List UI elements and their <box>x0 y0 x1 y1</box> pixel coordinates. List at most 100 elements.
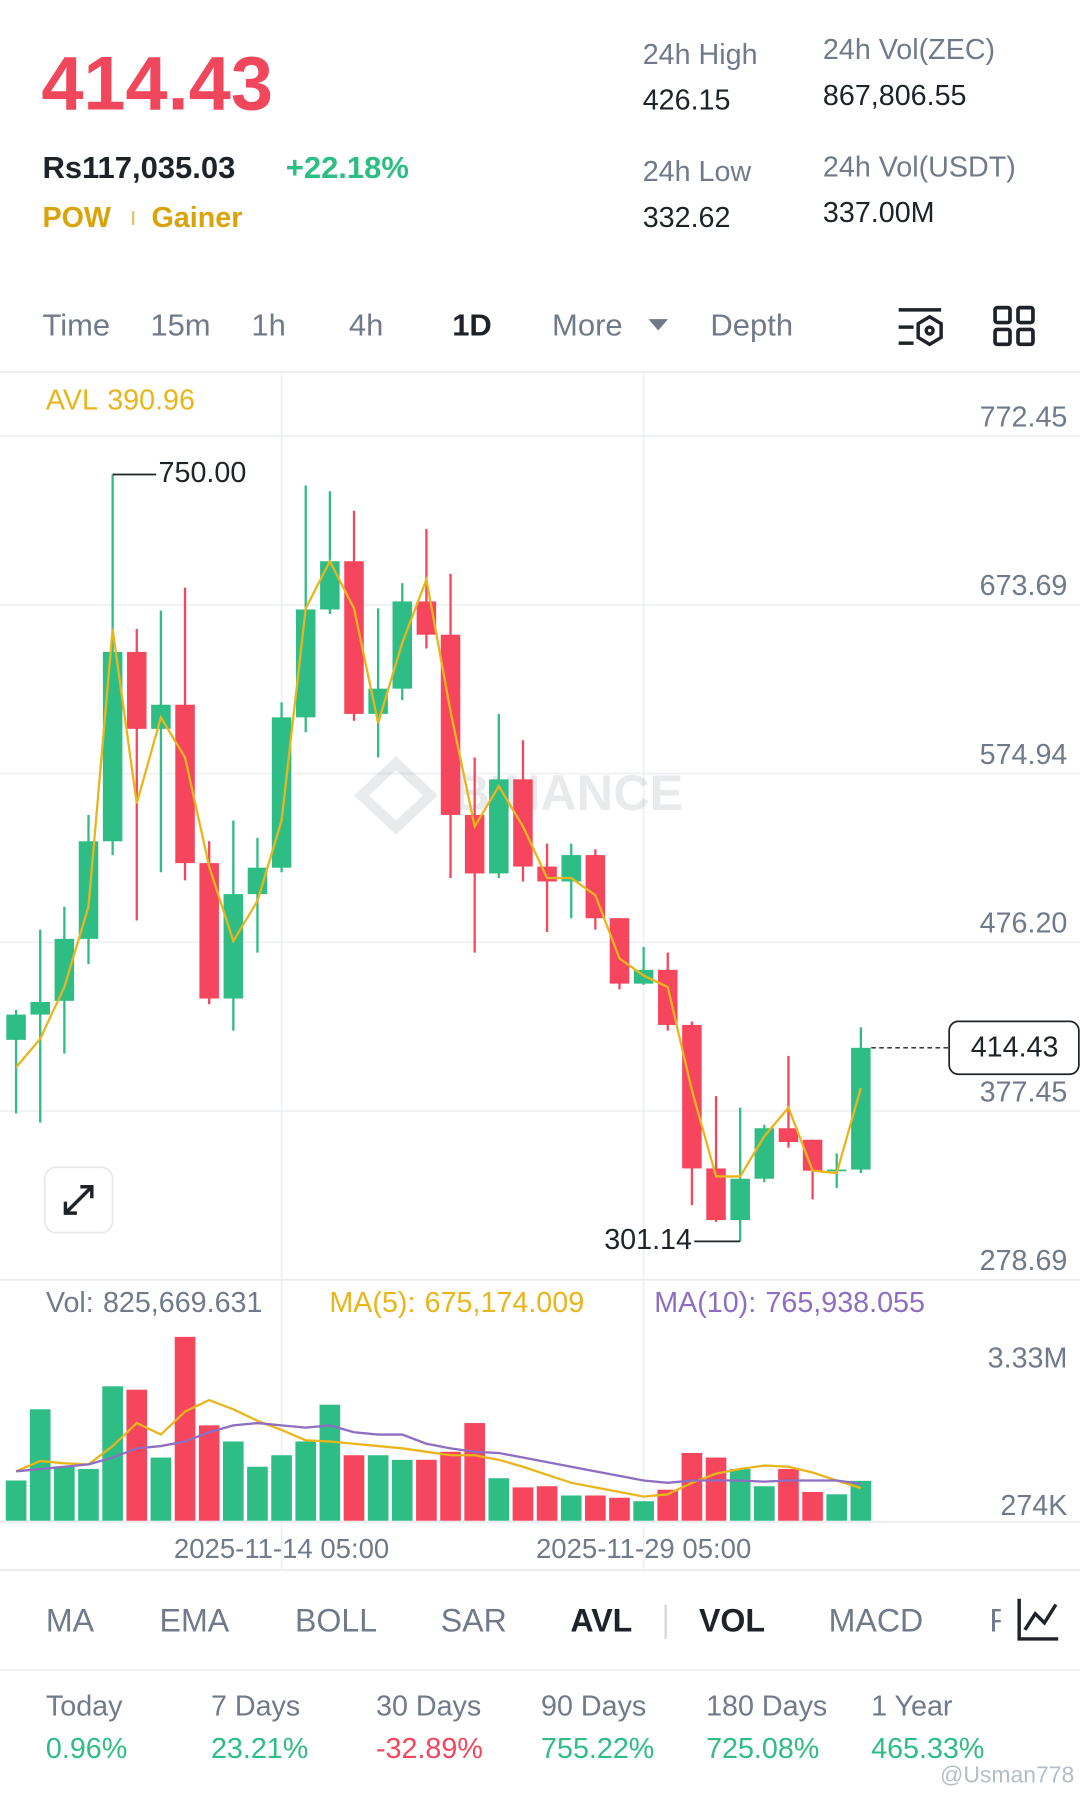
indicator-settings-icon[interactable] <box>1017 1598 1059 1641</box>
y-tick-label: 278.69 <box>980 1245 1068 1277</box>
interval-tab[interactable]: Depth <box>710 307 793 342</box>
interval-tab[interactable]: 4h <box>349 307 383 342</box>
indicator-line <box>15 558 862 1178</box>
indicator-tabs: MAEMABOLLSARAVLVOLMACDR <box>46 1602 1013 1638</box>
readout-value: 675,174.009 <box>425 1286 585 1318</box>
candle-body <box>6 1014 26 1040</box>
y-tick-label: 274K <box>1000 1490 1067 1522</box>
candle-body <box>730 1178 750 1221</box>
volume-bar <box>102 1386 123 1521</box>
candle-body <box>271 717 292 868</box>
volume-bar <box>150 1457 172 1521</box>
volume-bar <box>729 1469 751 1521</box>
volume-bar <box>826 1494 848 1521</box>
performance-label: 7 Days <box>211 1690 300 1722</box>
interval-tabs: Time 15m 1h 4h 1D More Depth <box>42 307 793 342</box>
stat-label: 24h Low <box>643 156 752 188</box>
performance-value: 465.33% <box>871 1733 984 1765</box>
indicator-tab[interactable]: SAR <box>441 1602 507 1638</box>
stat-value: 867,806.55 <box>823 80 967 112</box>
expand-button[interactable] <box>43 1166 114 1234</box>
indicator-tab[interactable]: BOLL <box>295 1602 377 1638</box>
volume-bar <box>536 1486 558 1521</box>
volume-readout: MA(5): 675,174.009 <box>329 1286 584 1318</box>
readout-name: Vol: <box>46 1286 94 1318</box>
indicator-line <box>15 1421 862 1485</box>
tag[interactable]: Gainer <box>151 202 242 234</box>
interval-tab[interactable]: More <box>552 307 623 342</box>
volume-bar <box>222 1441 244 1521</box>
layout-icon[interactable] <box>993 305 1035 347</box>
candle-body <box>754 1128 775 1179</box>
indicator-tab[interactable]: VOL <box>699 1602 765 1638</box>
performance-value: 0.96% <box>46 1733 127 1765</box>
volume-bar <box>512 1487 534 1521</box>
readout-value: 825,669.631 <box>103 1286 263 1318</box>
candle-body <box>513 779 533 867</box>
volume-bar <box>319 1404 341 1521</box>
volume-pane: 2025-11-14 05:00 2025-11-29 05:00 3.33M 274… <box>5 1286 1067 1564</box>
high-label: 750.00 <box>159 457 247 489</box>
volume-bar <box>609 1497 630 1521</box>
volume-bar <box>560 1495 582 1521</box>
volume-bar <box>198 1425 220 1521</box>
volume-readout: Vol: 825,669.631 <box>46 1286 263 1318</box>
volume-bar <box>343 1455 365 1521</box>
candle-body <box>102 651 123 842</box>
candle-body <box>320 561 340 610</box>
indicator-tab[interactable]: MA <box>46 1602 95 1638</box>
readout-value: 765,938.055 <box>765 1286 925 1318</box>
stat-value: 426.15 <box>643 85 731 117</box>
volume-bar <box>585 1495 606 1521</box>
candle-body <box>223 894 244 999</box>
settings-icon[interactable] <box>898 308 943 347</box>
candle-body <box>464 814 485 874</box>
stat-value: 337.00M <box>823 197 935 229</box>
performance-label: 180 Days <box>706 1690 827 1722</box>
stat-label: 24h Vol(USDT) <box>823 151 1016 183</box>
last-price: 414.43 <box>41 42 273 127</box>
performance-label: 1 Year <box>871 1690 953 1722</box>
candle-body <box>489 779 509 874</box>
stats: 24h High 426.15 24h Vol(ZEC) 867,806.55 24h … <box>643 34 1016 234</box>
y-tick-label: 574.94 <box>980 739 1068 771</box>
indicator-tab[interactable]: EMA <box>160 1602 230 1638</box>
volume-bar <box>295 1441 317 1521</box>
interval-tab[interactable]: 1D <box>452 307 492 342</box>
volume-bar <box>778 1469 799 1521</box>
price-pane: 772.45 673.69 574.94 476.20 377.45 278.69 750.… <box>6 384 1080 1277</box>
performance-label: Today <box>46 1690 123 1722</box>
indicator-tab[interactable]: MACD <box>829 1602 924 1638</box>
readout-name: AVL <box>46 384 98 416</box>
volume-bar <box>29 1409 51 1521</box>
x-tick-label: 2025-11-29 05:00 <box>536 1533 751 1564</box>
watermark-text: BINANCE <box>453 764 683 821</box>
x-tick-label: 2025-11-14 05:00 <box>174 1533 389 1564</box>
volume-bar <box>174 1336 196 1521</box>
candle-body <box>682 1024 702 1169</box>
tag[interactable]: POW <box>42 202 111 234</box>
candle-body <box>851 1047 871 1170</box>
interval-tab[interactable]: 1h <box>251 307 285 342</box>
volume-bar <box>126 1389 148 1521</box>
volume-bar <box>488 1478 510 1521</box>
footer-watermark: @Usman778 <box>940 1762 1074 1788</box>
candle-body <box>561 855 581 882</box>
candle-body <box>585 855 606 919</box>
volume-bar <box>681 1452 703 1521</box>
interval-tab[interactable]: 15m <box>150 307 210 342</box>
interval-tab[interactable]: Time <box>42 307 110 342</box>
y-tick-label: 673.69 <box>980 570 1068 602</box>
stat-label: 24h High <box>643 39 758 71</box>
dropdown-arrow[interactable] <box>648 319 668 331</box>
performance-value: -32.89% <box>376 1733 483 1765</box>
indicator-tab[interactable]: AVL <box>570 1602 632 1638</box>
volume-readout: MA(10): 765,938.055 <box>654 1286 925 1318</box>
performance-value: 725.08% <box>706 1733 819 1765</box>
volume-bar <box>464 1423 486 1521</box>
volume-bar <box>802 1491 823 1521</box>
volume-bar <box>78 1469 99 1521</box>
volume-bar <box>247 1466 268 1521</box>
